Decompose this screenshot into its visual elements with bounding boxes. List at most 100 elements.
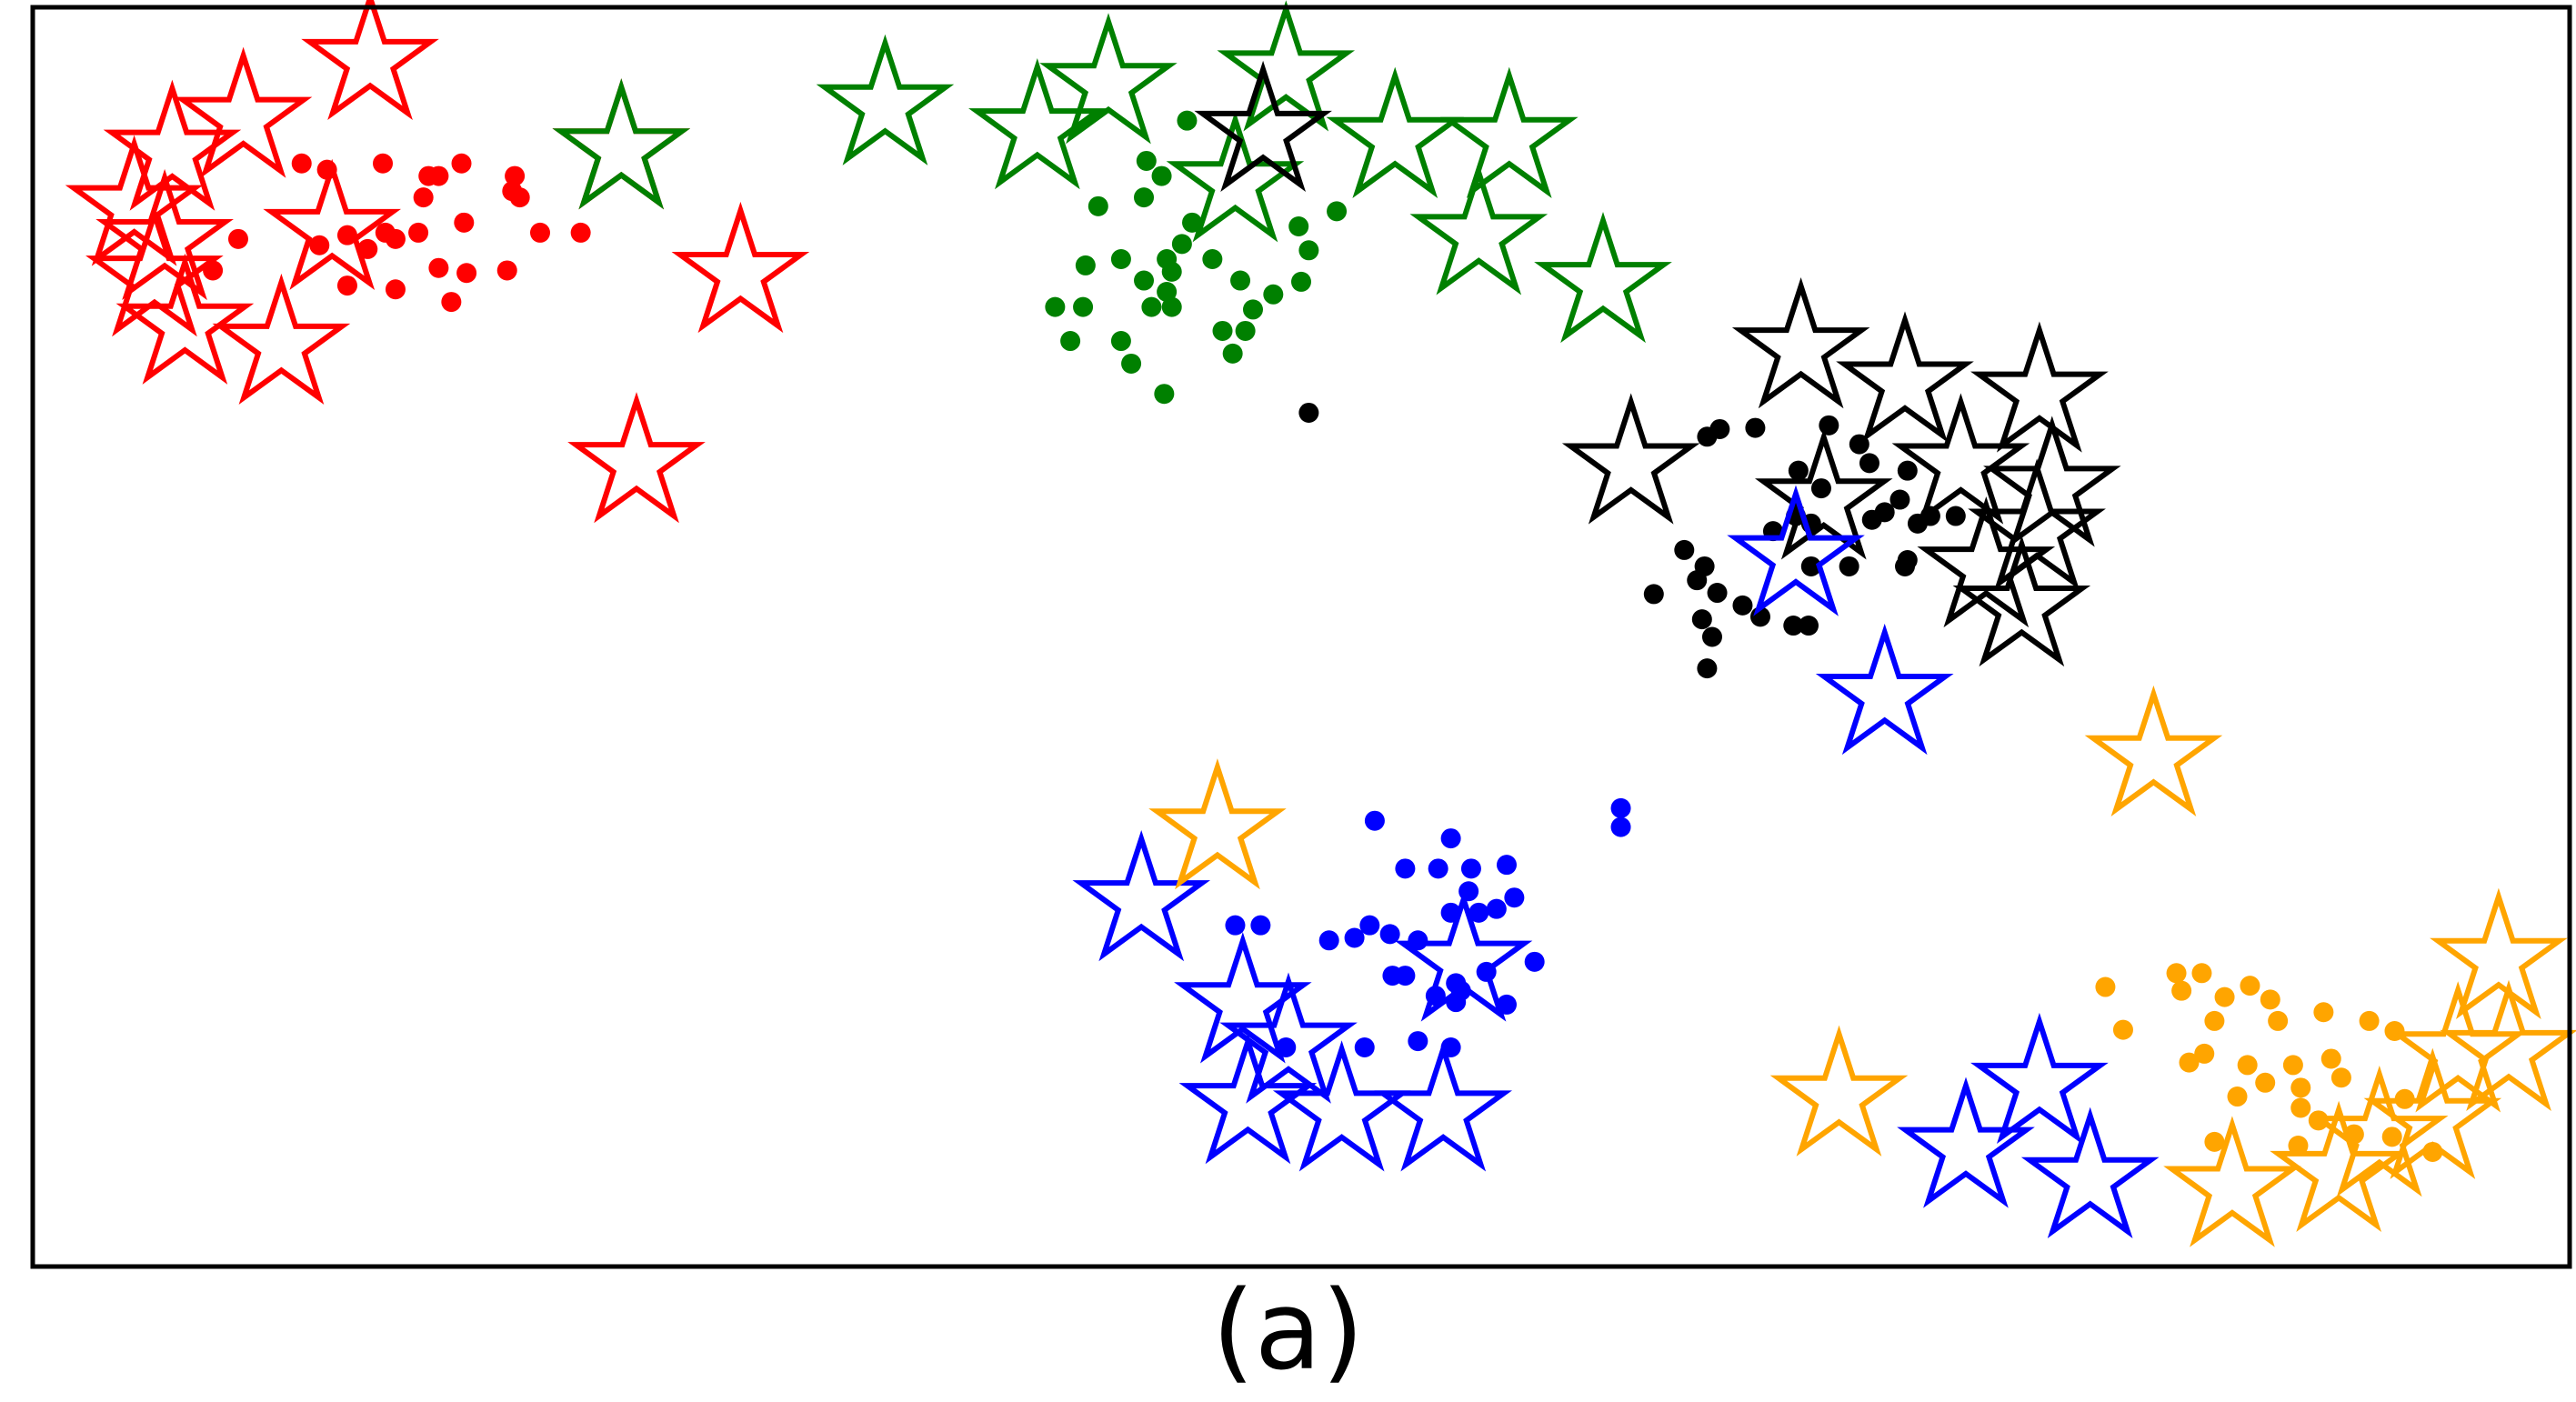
scatter-point-s3-9 (1468, 902, 1489, 923)
scatter-point-s4-28 (2381, 1127, 2402, 1147)
star-marker-s0-8 (263, 158, 402, 291)
star-marker-s1-8 (1534, 211, 1672, 344)
scatter-point-s3-10 (1504, 887, 1525, 908)
scatter-point-s3-11 (1225, 915, 1246, 936)
scatter-point-s2-4 (1819, 415, 1839, 436)
star-marker-s2-3 (1836, 311, 1974, 443)
scatter-point-s4-7 (2260, 989, 2280, 1010)
scatter-point-s1-6 (1288, 215, 1309, 236)
scatter-point-s4-15 (2237, 1055, 2258, 1076)
star-marker-s2-6 (1754, 428, 1893, 560)
scatter-point-s4-20 (2330, 1067, 2351, 1088)
scatter-point-s2-19 (1674, 539, 1695, 560)
scatter-point-s4-26 (2288, 1136, 2309, 1157)
star-marker-s0-3 (65, 135, 204, 266)
scatter-point-s3-2 (1610, 797, 1631, 818)
scatter-point-s4-0 (2095, 976, 2116, 997)
scatter-point-s1-10 (1075, 255, 1096, 275)
scatter-point-s4-18 (2255, 1072, 2276, 1093)
scatter-point-s4-2 (2191, 963, 2212, 984)
scatter-point-s2-24 (1897, 550, 1918, 571)
star-marker-s3-10 (2020, 1107, 2160, 1238)
scatter-point-s3-32 (1524, 951, 1545, 972)
star-marker-s4-7 (2440, 979, 2576, 1112)
scatter-point-s2-0 (1298, 402, 1319, 423)
scatter-point-s3-16 (1486, 898, 1507, 919)
scatter-point-s1-13 (1202, 249, 1223, 269)
scatter-point-s1-4 (1088, 195, 1108, 216)
scatter-point-s1-17 (1298, 240, 1319, 261)
scatter-point-s1-12 (1161, 261, 1182, 282)
scatter-point-s1-18 (1230, 270, 1251, 291)
scatter-point-s0-15 (309, 235, 330, 255)
star-marker-s2-1 (1561, 393, 1700, 525)
scatter-point-s2-32 (1783, 616, 1804, 636)
scatter-point-s0-0 (291, 153, 312, 174)
scatter-point-s4-5 (2112, 1019, 2133, 1040)
scatter-point-s1-23 (1161, 296, 1182, 317)
scatter-point-s2-21 (1800, 556, 1821, 576)
scatter-point-s4-17 (2320, 1048, 2341, 1069)
scatter-point-s4-16 (2282, 1055, 2303, 1076)
scatter-point-s1-20 (1045, 296, 1066, 317)
scatter-point-s1-26 (1212, 320, 1233, 341)
scatter-point-s4-4 (2171, 980, 2192, 1001)
star-marker-s0-5 (85, 205, 224, 337)
scatter-point-s0-5 (428, 165, 449, 186)
star-marker-s1-7 (1409, 164, 1549, 295)
plot-frame (30, 5, 2572, 1269)
scatter-point-s1-15 (1157, 282, 1178, 303)
scatter-point-s2-6 (1788, 460, 1809, 481)
scatter-point-s2-27 (1643, 584, 1664, 605)
scatter-point-s0-23 (530, 222, 550, 243)
star-marker-s4-9 (2310, 1066, 2449, 1197)
scatter-point-s1-27 (1235, 320, 1256, 341)
scatter-point-s0-18 (336, 275, 357, 296)
star-marker-s0-4 (95, 168, 234, 301)
star-marker-s3-6 (1394, 890, 1533, 1022)
scatter-point-s2-30 (1691, 609, 1712, 630)
scatter-point-s4-10 (2359, 1010, 2380, 1031)
scatter-point-s0-19 (385, 279, 406, 300)
scatter-point-s1-25 (1110, 331, 1131, 352)
scatter-point-s0-10 (454, 212, 475, 233)
scatter-point-s2-14 (1861, 509, 1882, 530)
star-marker-s1-3 (1217, 0, 1356, 132)
star-marker-s4-8 (2430, 887, 2568, 1019)
scatter-point-s0-6 (451, 153, 472, 174)
star-marker-s2-10 (1917, 496, 2056, 628)
star-marker-s0-6 (115, 253, 255, 385)
star-marker-s0-11 (567, 392, 706, 524)
scatter-point-s0-8 (505, 165, 526, 186)
star-marker-s3-3 (1178, 1032, 1318, 1165)
scatter-point-s3-12 (1250, 915, 1271, 936)
scatter-point-s2-3 (1745, 417, 1766, 438)
scatter-point-s1-31 (1154, 384, 1175, 405)
scatter-point-s3-27 (1408, 1031, 1428, 1052)
scatter-point-s1-16 (1291, 271, 1311, 292)
star-marker-s1-0 (816, 34, 955, 165)
scatter-point-s2-8 (1859, 453, 1879, 474)
scatter-point-s2-2 (1709, 418, 1730, 439)
scatter-point-s0-22 (496, 260, 517, 281)
scatter-point-s4-14 (2179, 1052, 2200, 1073)
scatter-point-s0-2 (373, 153, 394, 174)
scatter-point-s4-25 (2204, 1131, 2225, 1152)
scatter-point-s0-20 (428, 257, 449, 278)
star-marker-s2-4 (1970, 321, 2109, 453)
star-marker-s2-0 (1194, 60, 1332, 192)
scatter-point-s1-22 (1141, 296, 1162, 317)
star-marker-s1-4 (1326, 66, 1465, 198)
scatter-point-s0-24 (570, 222, 591, 243)
star-marker-s1-6 (1166, 111, 1305, 243)
scatter-point-s4-6 (2240, 976, 2260, 996)
scatter-point-s3-1 (1440, 828, 1461, 849)
scatter-point-s0-11 (408, 222, 429, 243)
star-marker-s3-4 (1272, 1040, 1411, 1172)
scatter-point-s0-9 (502, 181, 523, 202)
scatter-point-s0-16 (227, 228, 248, 249)
star-marker-s2-9 (1952, 535, 2091, 667)
scatter-point-s0-21 (456, 263, 477, 284)
scatter-point-s4-19 (2290, 1077, 2311, 1098)
scatter-point-s1-0 (1177, 110, 1198, 131)
